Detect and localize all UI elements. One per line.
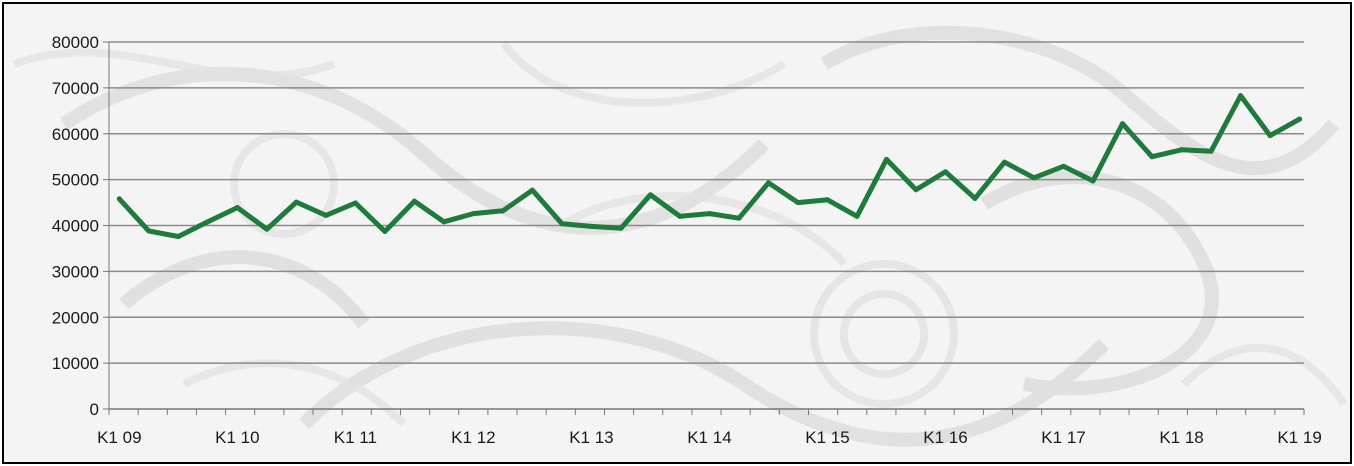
x-tick-label: K1 13 [569,428,613,447]
x-tick-label: K1 15 [805,428,849,447]
x-tick-label: K1 11 [334,428,377,447]
data-point [1031,175,1037,181]
data-point [765,180,771,186]
data-point [913,187,919,193]
data-point [441,219,447,225]
data-point [352,200,358,206]
y-axis-ticks: 0 10000 20000 30000 40000 50000 60000 70000 8000… [52,33,109,419]
y-tick-label: 20000 [52,308,99,327]
y-tick-label: 10000 [52,354,99,373]
data-point [1297,116,1303,122]
x-axis: K1 09 K1 10 K1 11 K1 12 K1 13 K1 14 K1 15 K1 16… [97,42,1322,447]
data-point [883,156,889,162]
x-tick-label: K1 19 [1277,428,1321,447]
y-tick-label: 80000 [52,33,99,52]
data-point [529,187,535,193]
data-point [795,200,801,206]
x-tick-label: K1 16 [923,428,967,447]
x-tick-label: K1 14 [687,428,731,447]
data-point [647,192,653,198]
data-point [411,198,417,204]
x-tick-label: K1 17 [1041,428,1085,447]
y-tick-label: 70000 [52,79,99,98]
data-point [1149,154,1155,160]
data-point [854,213,860,219]
data-point [500,208,506,214]
y-tick-label: 40000 [52,217,99,236]
data-point [1179,147,1185,153]
data-point [972,195,978,201]
line-chart: 0 10000 20000 30000 40000 50000 60000 70000 8000… [52,33,1322,447]
data-point [618,225,624,231]
data-point [1120,121,1126,127]
x-tick-label: K1 10 [215,428,259,447]
data-point [234,205,240,211]
data-point [146,228,152,234]
x-tick-label: K1 09 [97,428,141,447]
gridlines [109,41,1304,364]
data-point [293,199,299,205]
data-point [382,228,388,234]
y-tick-label: 50000 [52,171,99,190]
x-tick-label: K1 18 [1159,428,1203,447]
data-point [1002,159,1008,165]
data-point [470,211,476,217]
data-point [1267,133,1273,139]
x-tick-label: K1 12 [451,428,495,447]
data-point [943,169,948,175]
data-point [1061,163,1067,169]
data-point [323,212,329,218]
data-point [824,197,830,203]
data-point [1238,93,1244,99]
data-point [736,215,742,221]
data-point [559,221,565,227]
data-point [706,211,712,217]
data-point [677,213,683,219]
data-point [588,223,594,229]
y-tick-label: 0 [90,400,99,419]
series-group [116,93,1303,240]
data-point [1090,178,1096,184]
y-tick-label: 60000 [52,125,99,144]
y-tick-label: 30000 [52,262,99,281]
data-point [205,219,211,225]
data-point [1208,148,1214,154]
data-point [116,196,122,202]
data-point [175,234,181,240]
data-point [264,226,270,232]
